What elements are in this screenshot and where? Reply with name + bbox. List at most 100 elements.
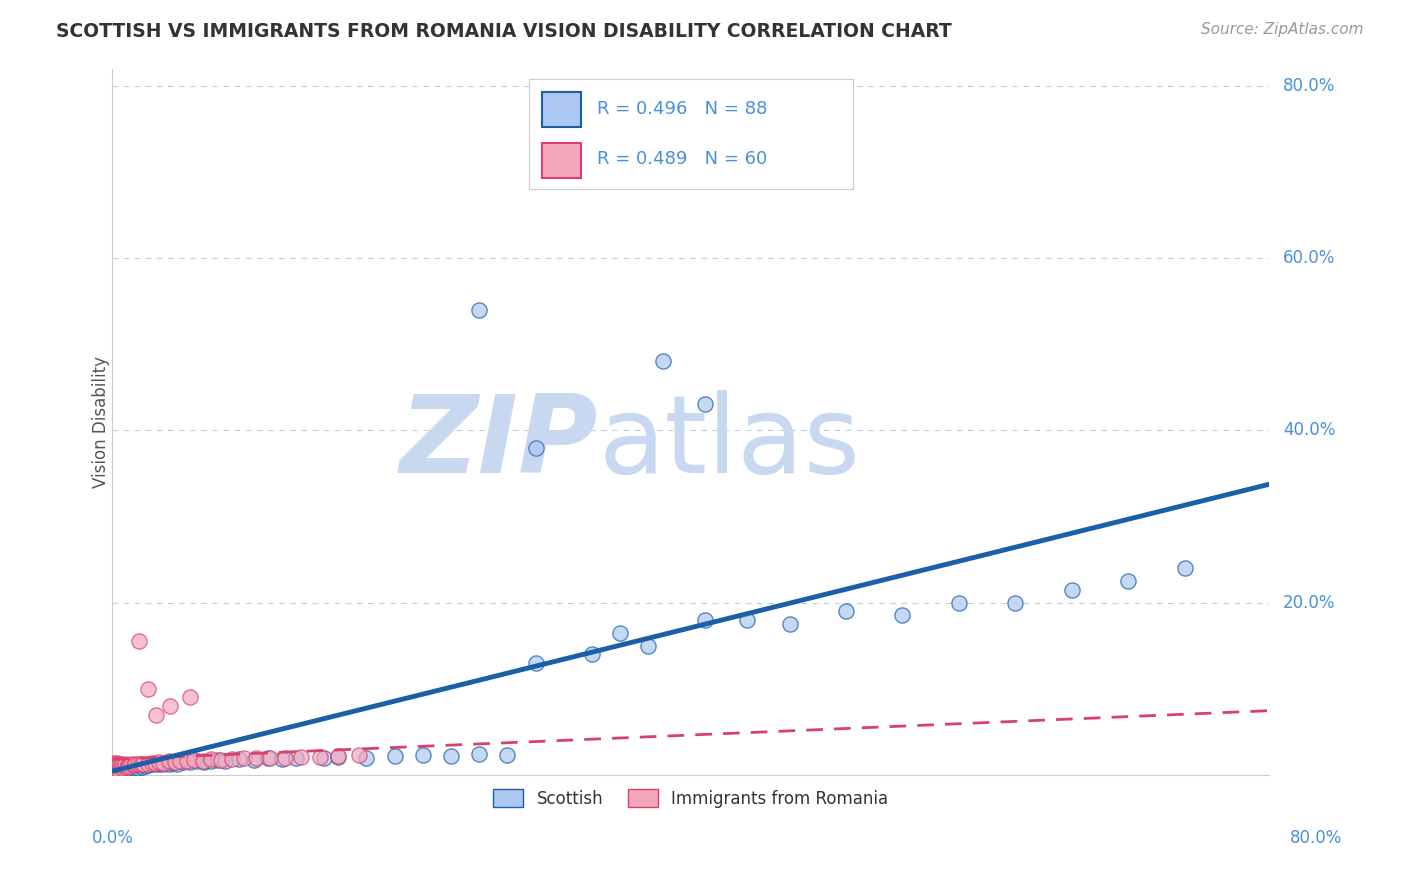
Point: [779, 617, 801, 632]
Point: [104, 762, 127, 776]
Point: [1116, 574, 1139, 588]
Point: [349, 747, 371, 762]
Point: [122, 758, 145, 772]
Point: [284, 750, 307, 764]
Point: [163, 755, 186, 769]
Point: [169, 754, 191, 768]
Point: [356, 750, 378, 764]
Point: [200, 754, 222, 768]
Point: [105, 756, 128, 770]
Point: [108, 756, 131, 771]
Point: [245, 751, 267, 765]
Point: [162, 756, 184, 770]
Point: [328, 749, 350, 764]
Point: [127, 757, 149, 772]
Point: [1004, 596, 1026, 610]
Point: [693, 613, 716, 627]
Text: atlas: atlas: [599, 390, 860, 496]
Point: [290, 749, 312, 764]
Point: [496, 747, 519, 762]
Point: [735, 613, 758, 627]
Point: [193, 755, 215, 769]
Point: [104, 756, 127, 771]
Point: [105, 761, 128, 775]
Point: [118, 759, 141, 773]
Point: [103, 756, 125, 770]
Point: [101, 764, 124, 778]
Point: [107, 763, 129, 777]
Point: [103, 764, 125, 779]
Text: 0.0%: 0.0%: [91, 829, 134, 847]
Y-axis label: Vision Disability: Vision Disability: [93, 356, 110, 488]
Point: [259, 750, 281, 764]
Point: [105, 764, 128, 779]
Point: [111, 760, 134, 774]
Point: [104, 765, 127, 780]
Point: [152, 756, 174, 770]
Point: [104, 762, 127, 776]
Point: [891, 608, 914, 623]
Point: [110, 762, 132, 776]
Point: [835, 604, 858, 618]
Point: [101, 765, 124, 780]
Point: [166, 756, 188, 771]
Point: [103, 760, 125, 774]
Point: [110, 759, 132, 773]
Point: [110, 764, 132, 778]
Point: [108, 760, 131, 774]
Point: [104, 760, 127, 774]
Point: [129, 757, 152, 772]
Point: [145, 707, 167, 722]
Point: [1173, 561, 1195, 575]
Point: [693, 397, 716, 411]
Point: [122, 761, 145, 775]
Point: [112, 764, 135, 778]
Point: [107, 758, 129, 772]
Text: 80.0%: 80.0%: [1291, 829, 1343, 847]
Point: [186, 754, 208, 768]
Point: [108, 764, 131, 779]
Point: [115, 758, 138, 772]
Point: [176, 754, 198, 768]
Point: [308, 749, 330, 764]
Point: [118, 760, 141, 774]
Point: [110, 760, 132, 774]
Point: [270, 752, 292, 766]
Point: [124, 759, 146, 773]
Point: [312, 751, 335, 765]
Point: [468, 747, 491, 761]
Point: [101, 761, 124, 775]
Point: [228, 752, 250, 766]
Point: [128, 634, 150, 648]
Point: [179, 690, 201, 705]
Point: [134, 759, 156, 773]
Point: [107, 760, 129, 774]
Point: [524, 656, 547, 670]
Point: [104, 761, 127, 775]
Point: [207, 753, 229, 767]
Point: [384, 748, 406, 763]
Point: [103, 759, 125, 773]
Point: [105, 760, 128, 774]
Point: [124, 756, 146, 771]
Point: [148, 756, 170, 771]
Point: [328, 748, 350, 763]
Point: [115, 760, 138, 774]
Point: [117, 761, 139, 775]
Text: 80.0%: 80.0%: [1284, 77, 1336, 95]
Point: [111, 758, 134, 772]
Point: [101, 761, 124, 775]
Point: [136, 681, 159, 696]
Point: [105, 763, 128, 777]
Point: [524, 441, 547, 455]
Point: [139, 757, 162, 772]
Point: [273, 750, 295, 764]
Point: [121, 760, 143, 774]
Point: [242, 753, 264, 767]
Point: [120, 757, 142, 772]
Point: [183, 753, 205, 767]
Point: [152, 757, 174, 772]
Point: [107, 757, 129, 772]
Point: [103, 763, 125, 777]
Point: [115, 762, 138, 776]
